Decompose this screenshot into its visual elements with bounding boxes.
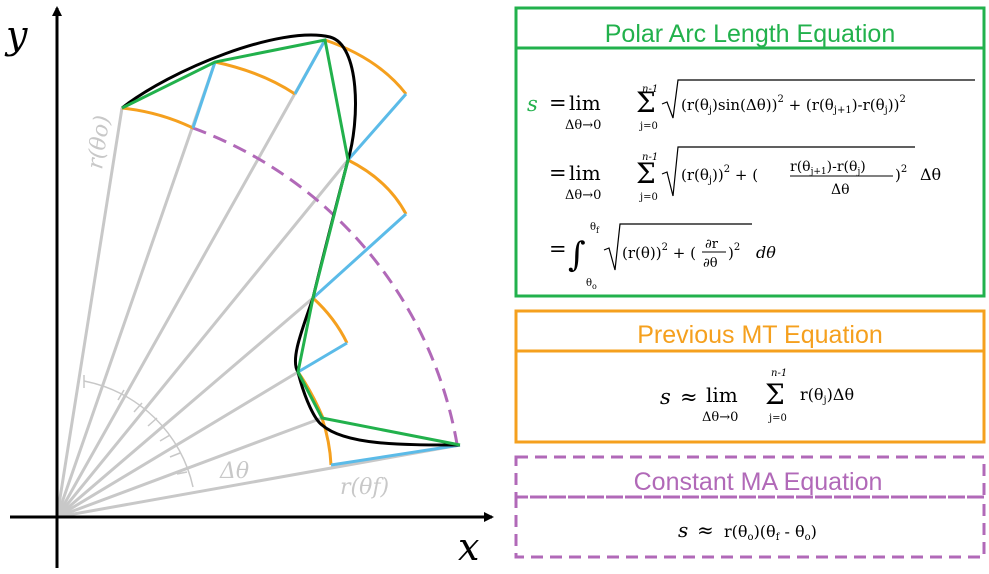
constant-ma-box: Constant MA Equation s ≈ r(θo)(θf - θo) <box>514 455 986 559</box>
svg-text:n-1: n-1 <box>642 152 658 163</box>
polar-arc-equation-2: = lim Δθ→0 Σ n-1 j=0 (r(θj))2 + ( r(θj+1… <box>549 146 941 203</box>
svg-text:)2: )2 <box>895 164 907 184</box>
svg-text:dθ: dθ <box>756 243 776 262</box>
svg-text:Δθ: Δθ <box>920 165 941 184</box>
svg-text:(r(θj))2 + (: (r(θj))2 + ( <box>681 164 758 186</box>
svg-text:Δθ→0: Δθ→0 <box>565 188 601 203</box>
svg-text:Σ: Σ <box>636 86 656 119</box>
blue-chords <box>191 39 461 467</box>
svg-text:j=0: j=0 <box>768 413 787 424</box>
svg-text:lim: lim <box>706 383 738 407</box>
svg-text:=: = <box>549 161 567 185</box>
svg-text:≈: ≈ <box>697 518 714 542</box>
svg-text:θo: θo <box>586 278 597 291</box>
svg-text:Δθ: Δθ <box>831 182 850 198</box>
r-theta-f-label: r(θf) <box>340 475 389 500</box>
svg-text:s: s <box>660 385 671 409</box>
svg-text:j=0: j=0 <box>639 192 658 203</box>
svg-text:θf: θf <box>590 222 600 235</box>
svg-text:Σ: Σ <box>765 378 785 411</box>
svg-text:=: = <box>549 91 567 115</box>
previous-mt-box: Previous MT Equation s ≈ lim Δθ→0 Σ n-1 … <box>514 309 986 444</box>
svg-text:r(θj+1)-r(θj): r(θj+1)-r(θj) <box>790 159 866 177</box>
svg-text:n-1: n-1 <box>642 84 658 95</box>
polar-arc-title: Polar Arc Length Equation <box>605 20 895 48</box>
x-axis-label: x <box>458 525 479 569</box>
svg-text:(r(θj)sin(Δθ))2 + (r(θj+1)-r(θ: (r(θj)sin(Δθ))2 + (r(θj+1)-r(θj))2 <box>681 94 906 116</box>
svg-text:r(θj)Δθ: r(θj)Δθ <box>800 385 854 406</box>
svg-text:∫: ∫ <box>568 235 586 275</box>
svg-text:s: s <box>527 92 538 116</box>
constant-ma-equation: s ≈ r(θo)(θf - θo) <box>678 518 817 543</box>
delta-theta-label: Δθ <box>219 459 249 484</box>
svg-text:∂θ: ∂θ <box>703 256 718 271</box>
svg-text:≈: ≈ <box>680 385 698 409</box>
true-curve <box>121 33 461 447</box>
y-axis-label: y <box>4 13 28 57</box>
constant-ma-title: Constant MA Equation <box>634 468 883 496</box>
delta-theta-arc <box>83 375 194 488</box>
radial-lines <box>55 39 461 519</box>
svg-text:s: s <box>678 518 688 542</box>
svg-text:r(θo)(θf - θo): r(θo)(θf - θo) <box>724 522 817 543</box>
green-chords <box>121 38 461 447</box>
svg-text:j=0: j=0 <box>639 121 658 132</box>
r-theta-o-label: r(θo) <box>83 114 115 171</box>
svg-text:lim: lim <box>569 161 601 185</box>
previous-mt-title: Previous MT Equation <box>637 321 883 349</box>
polar-arc-box: Polar Arc Length Equation s = lim Δθ→0 Σ… <box>514 6 986 298</box>
svg-text:Δθ→0: Δθ→0 <box>702 410 738 425</box>
polar-arc-equation-1: s = lim Δθ→0 Σ n-1 j=0 (r(θj)sin(Δθ))2 +… <box>527 79 975 133</box>
svg-text:n-1: n-1 <box>771 368 787 379</box>
polar-arc-equation-3: = ∫ θf θo (r(θ))2 + ( ∂r ∂θ )2 dθ <box>549 222 776 291</box>
svg-text:∂r: ∂r <box>705 237 719 252</box>
svg-text:Σ: Σ <box>636 157 656 190</box>
svg-text:=: = <box>549 237 567 261</box>
svg-text:lim: lim <box>569 91 601 115</box>
previous-mt-equation: s ≈ lim Δθ→0 Σ n-1 j=0 r(θj)Δθ <box>660 368 854 425</box>
svg-text:Δθ→0: Δθ→0 <box>565 118 601 133</box>
svg-text:(r(θ))2 + (: (r(θ))2 + ( <box>622 242 696 262</box>
svg-text:)2: )2 <box>728 242 740 262</box>
